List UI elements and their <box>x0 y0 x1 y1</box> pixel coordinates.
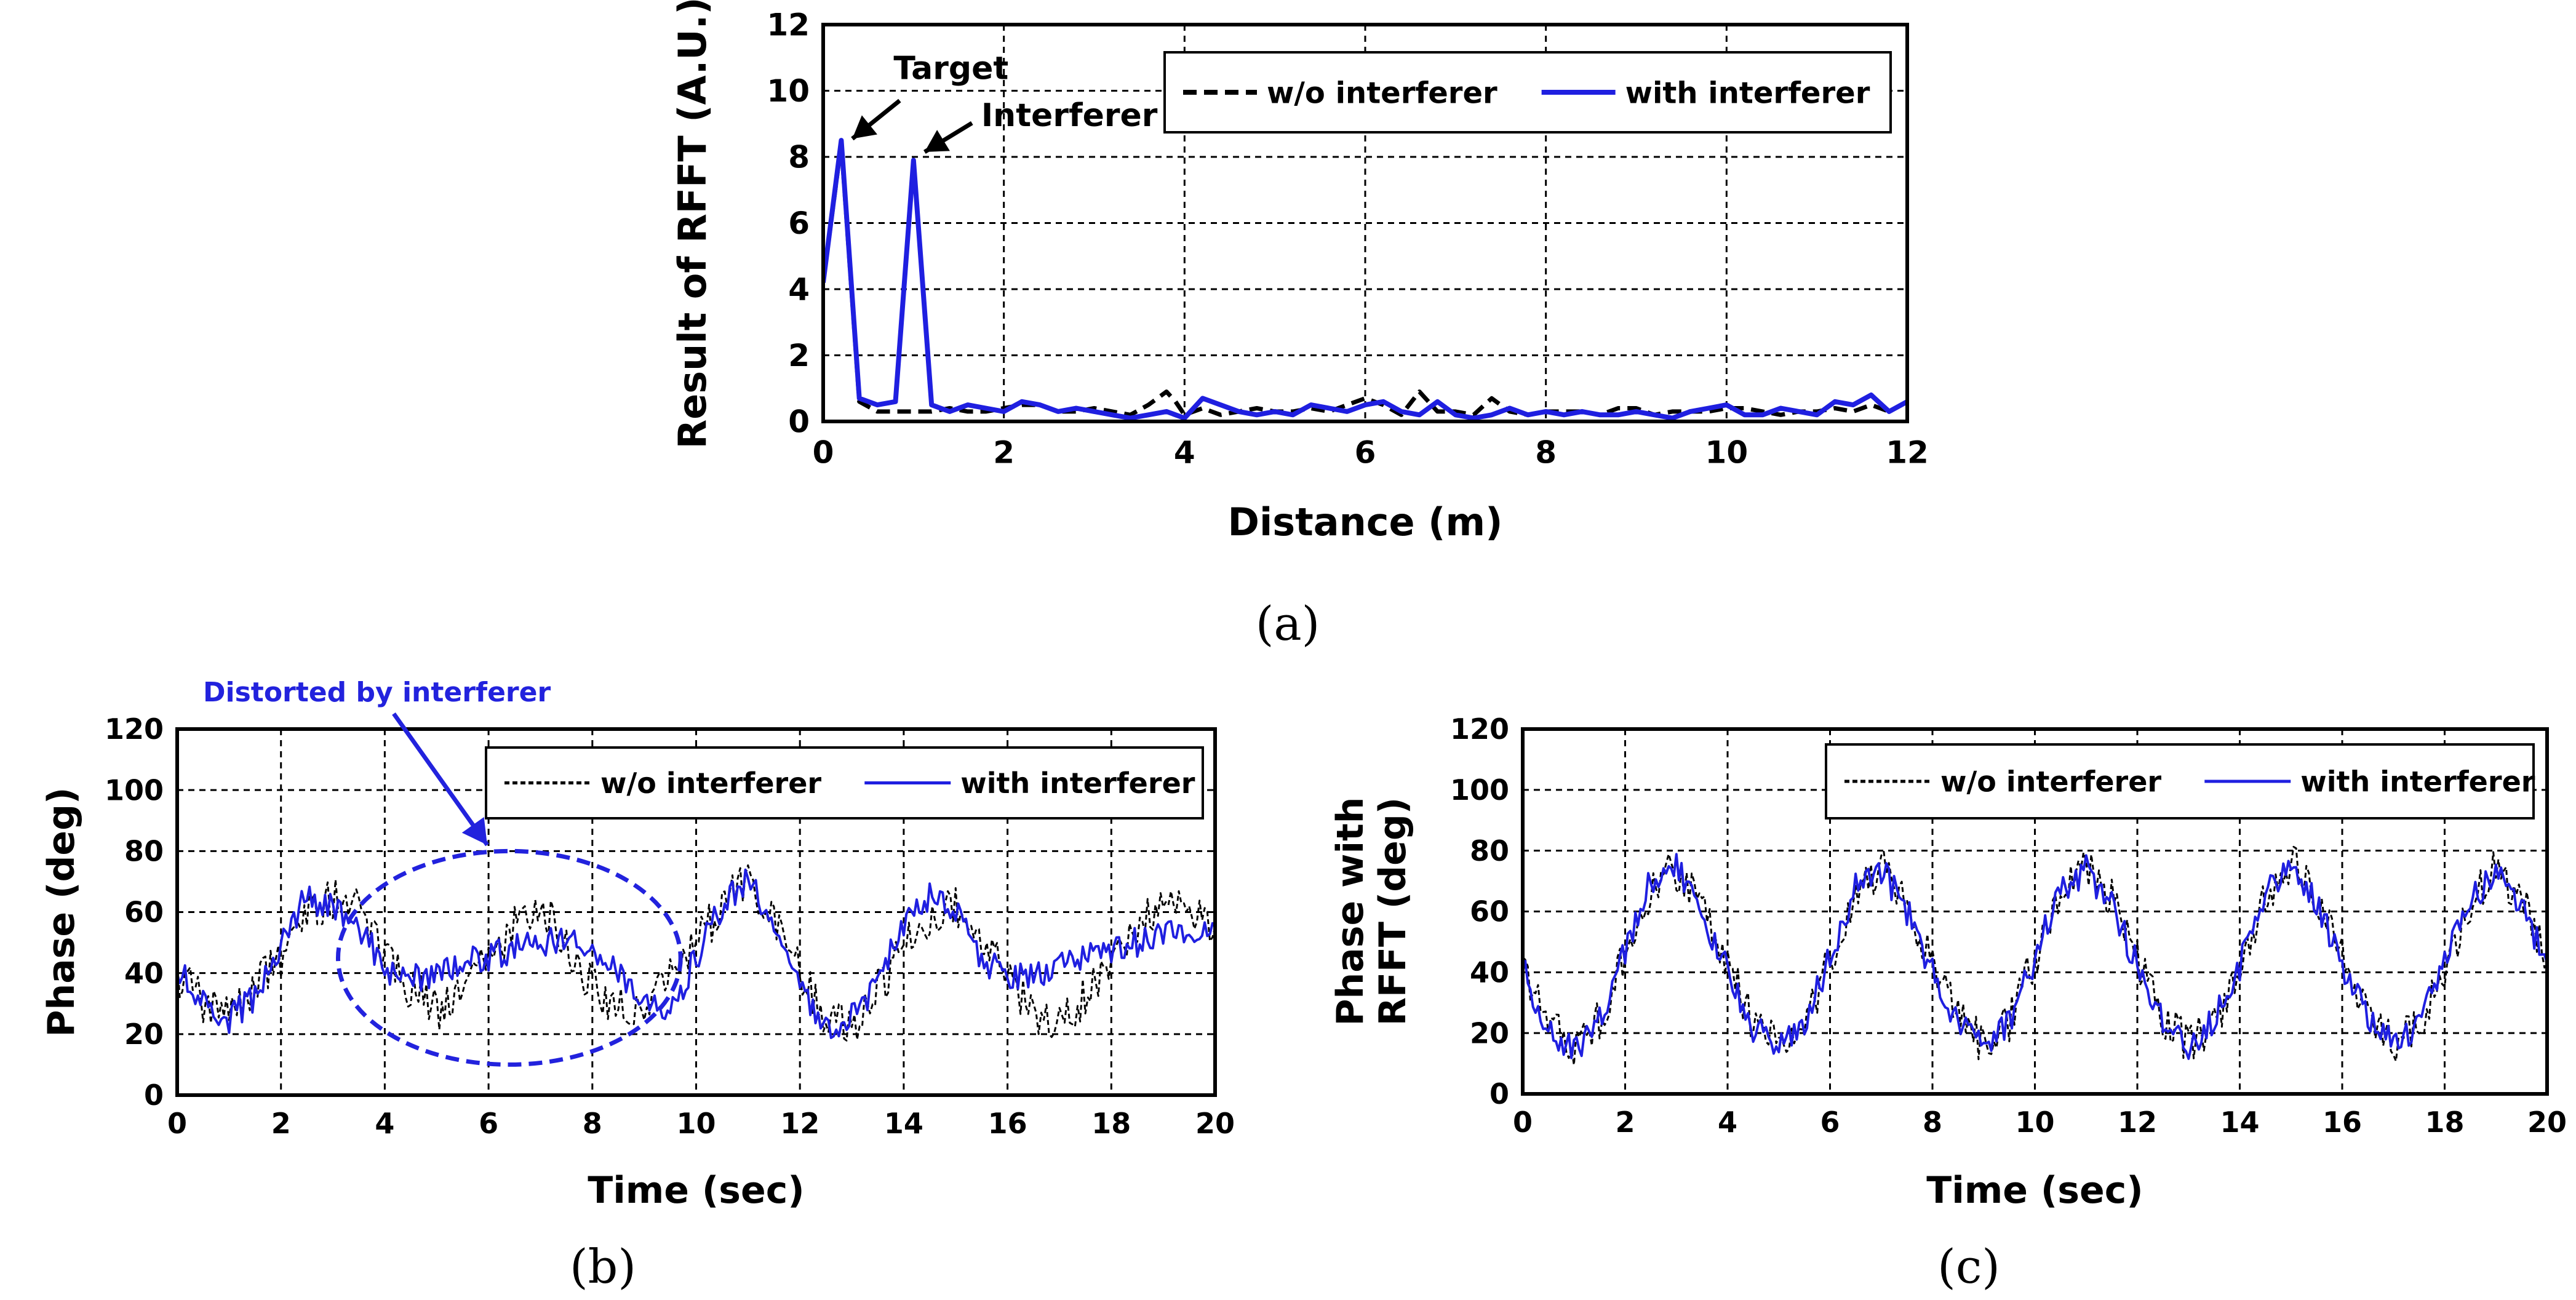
y-axis-title-line: RFFT (deg) <box>1371 797 1414 1026</box>
x-tick-label: 10 <box>676 1107 716 1140</box>
x-tick-label: 8 <box>1923 1106 1942 1139</box>
y-axis-title: Phase withRFFT (deg) <box>1329 797 1414 1026</box>
x-tick-label: 12 <box>2118 1106 2157 1139</box>
distortion-arrow-head <box>461 816 487 845</box>
legend: w/o interferer with interferer <box>1825 743 2535 819</box>
y-tick-label: 20 <box>124 1018 164 1051</box>
annotation-interferer: Interferer <box>981 97 1158 134</box>
x-tick-label: 0 <box>1513 1106 1533 1139</box>
caption-c: (c) <box>1937 1239 2000 1294</box>
x-tick-label: 18 <box>2425 1106 2464 1139</box>
x-tick-label: 12 <box>780 1107 819 1140</box>
legend-label: w/o interferer <box>1940 765 2161 799</box>
x-tick-label: 12 <box>1886 435 1929 471</box>
y-tick-label: 60 <box>1470 895 1509 928</box>
x-axis-title: Time (sec) <box>588 1169 804 1212</box>
x-tick-label: 4 <box>375 1107 394 1140</box>
y-tick-label: 100 <box>1450 773 1509 807</box>
x-tick-label: 4 <box>1718 1106 1737 1139</box>
y-tick-label: 10 <box>767 73 810 109</box>
y-tick-label: 20 <box>1470 1016 1509 1050</box>
annotation-distorted: Distorted by interferer <box>203 677 551 708</box>
x-tick-label: 10 <box>1705 435 1749 471</box>
distortion-arrow <box>392 712 489 847</box>
legend-box <box>1825 743 2535 819</box>
plot-frame <box>821 23 1909 423</box>
y-tick-label: 8 <box>788 140 810 175</box>
y-tick-label: 80 <box>124 834 164 867</box>
x-tick-label: 6 <box>1820 1106 1840 1139</box>
series-line-with-interferer <box>823 138 1907 421</box>
y-tick-label: 120 <box>1450 712 1509 746</box>
y-axis-title: Phase (deg) <box>40 788 83 1037</box>
x-tick-label: 2 <box>1615 1106 1635 1139</box>
y-tick-label: 120 <box>105 712 164 746</box>
y-tick-label: 100 <box>105 773 164 807</box>
x-tick-label: 16 <box>2323 1106 2362 1139</box>
plot-frame <box>175 727 1217 1097</box>
y-tick-label: 80 <box>1470 834 1509 867</box>
legend: w/o interferer with interferer <box>485 746 1204 819</box>
y-tick-label: 0 <box>144 1079 164 1112</box>
legend-label: with interferer <box>1625 76 1870 110</box>
y-tick-label: 6 <box>788 205 810 241</box>
series-line-without-interferer <box>1523 845 2547 1066</box>
x-axis-title: Time (sec) <box>1926 1169 2143 1212</box>
annotation-target: Target <box>893 50 1008 87</box>
legend-label: with interferer <box>2300 765 2535 799</box>
y-tick-label: 4 <box>788 272 810 308</box>
plot-frame <box>1521 727 2549 1096</box>
y-tick-label: 60 <box>124 896 164 929</box>
chart-c: 0 2 4 6 8 10 12 14 16 18 20 0 20 40 60 80 100 120 Time (se… <box>1329 712 2567 1294</box>
caption-a: (a) <box>1256 596 1320 651</box>
chart-b: 0 2 4 6 8 10 12 14 16 18 20 0 20 40 60 80 100 120 Time (se… <box>40 677 1235 1294</box>
x-tick-label: 2 <box>271 1107 291 1140</box>
legend-label: w/o interferer <box>600 767 821 800</box>
y-tick-label: 2 <box>788 338 810 373</box>
caption-b: (b) <box>570 1239 636 1294</box>
y-tick-label: 40 <box>1470 955 1509 989</box>
interferer-arrow-head <box>924 130 950 152</box>
target-arrow-head <box>852 115 877 139</box>
chart-a: 0 2 4 6 8 10 12 0 2 4 6 8 10 12 Distance (m) Result of … <box>670 0 1929 651</box>
y-tick-label: 0 <box>1489 1077 1509 1111</box>
x-axis-title: Distance (m) <box>1228 500 1503 544</box>
legend: w/o interferer with interferer <box>1163 51 1892 134</box>
x-tick-label: 20 <box>2527 1106 2567 1139</box>
x-tick-label: 18 <box>1091 1107 1131 1140</box>
legend-box <box>485 746 1204 819</box>
legend-label: w/o interferer <box>1267 76 1497 110</box>
y-axis-title: Result of RFFT (A.U.) <box>670 0 715 449</box>
y-tick-label: 12 <box>767 7 810 43</box>
x-tick-label: 0 <box>813 435 834 471</box>
y-axis-title-line: Phase with <box>1329 797 1372 1026</box>
x-tick-label: 8 <box>1535 435 1557 471</box>
x-tick-label: 2 <box>993 435 1015 471</box>
x-tick-label: 6 <box>479 1107 498 1140</box>
distortion-ellipse <box>335 848 683 1067</box>
x-tick-label: 14 <box>884 1107 923 1140</box>
y-tick-label: 40 <box>124 957 164 990</box>
x-tick-label: 6 <box>1355 435 1376 471</box>
x-tick-label: 4 <box>1174 435 1195 471</box>
y-tick-label: 0 <box>788 404 810 440</box>
series-line-with-interferer <box>1523 853 2547 1060</box>
series-line-without-interferer <box>177 864 1215 1042</box>
x-tick-label: 0 <box>167 1107 187 1140</box>
x-tick-label: 16 <box>988 1107 1027 1140</box>
legend-box <box>1163 51 1892 134</box>
x-tick-label: 20 <box>1195 1107 1235 1140</box>
x-tick-label: 8 <box>583 1107 602 1140</box>
x-tick-label: 14 <box>2220 1106 2259 1139</box>
legend-label: with interferer <box>960 767 1195 800</box>
x-tick-label: 10 <box>2015 1106 2054 1139</box>
